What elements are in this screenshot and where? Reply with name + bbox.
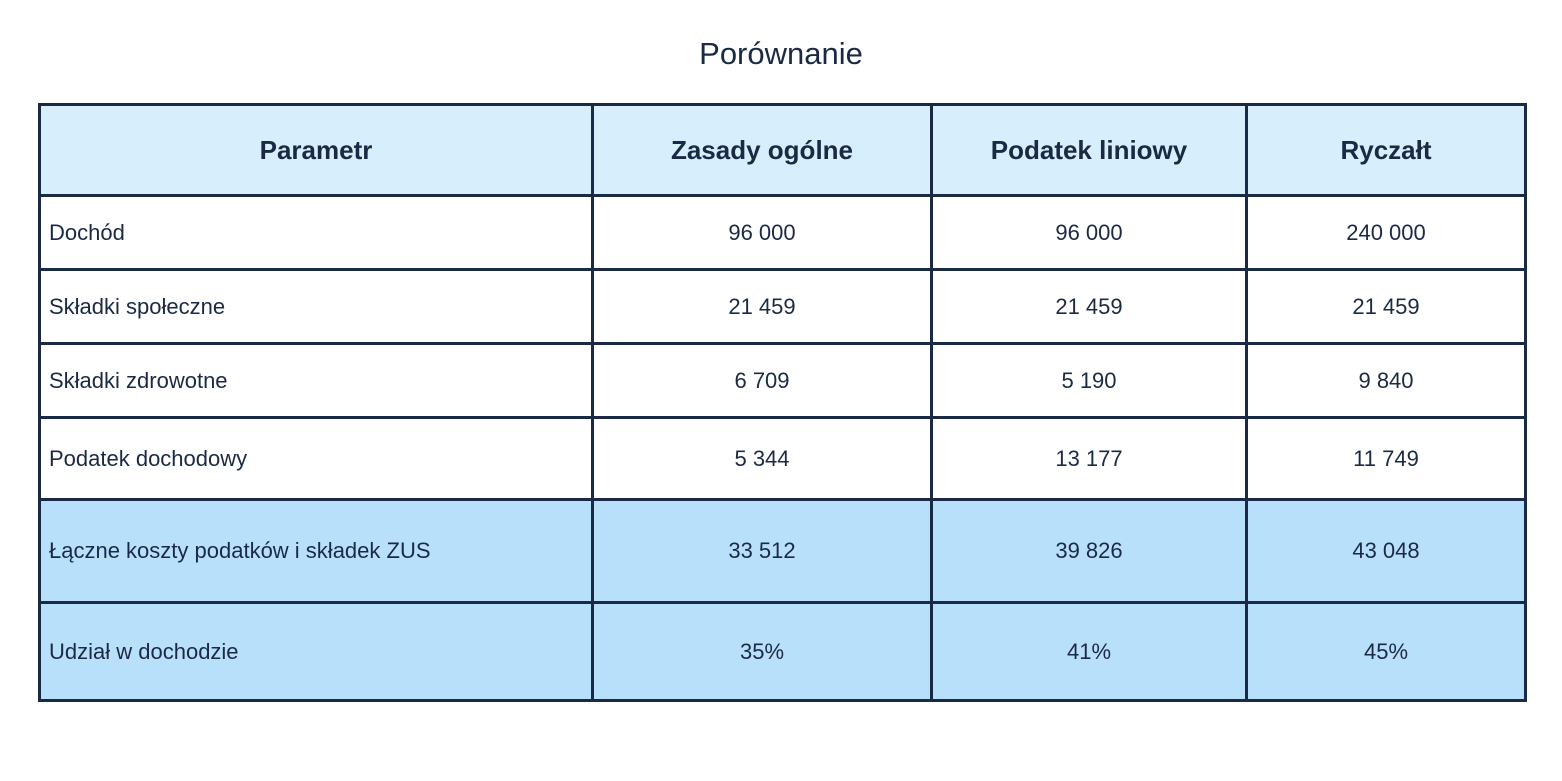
cell-value: 43 048 (1245, 498, 1527, 604)
cell-value: 21 459 (1245, 268, 1527, 345)
page-title: Porównanie (699, 36, 863, 71)
row-label: Dochód (38, 194, 594, 271)
row-label: Łączne koszty podatków i składek ZUS (38, 498, 594, 604)
table-row-income-share: Udział w dochodzie 35% 41% 45% (38, 601, 1527, 702)
table-row-total-costs: Łączne koszty podatków i składek ZUS 33 … (38, 498, 1527, 604)
cell-value: 41% (930, 601, 1248, 702)
cell-value: 35% (591, 601, 933, 702)
header-parametr: Parametr (38, 103, 594, 197)
cell-value: 45% (1245, 601, 1527, 702)
cell-value: 39 826 (930, 498, 1248, 604)
row-label: Udział w dochodzie (38, 601, 594, 702)
cell-value: 5 344 (591, 416, 933, 501)
row-label: Składki społeczne (38, 268, 594, 345)
cell-value: 240 000 (1245, 194, 1527, 271)
cell-value: 9 840 (1245, 342, 1527, 419)
header-podatek-liniowy: Podatek liniowy (930, 103, 1248, 197)
cell-value: 11 749 (1245, 416, 1527, 501)
cell-value: 6 709 (591, 342, 933, 419)
cell-value: 33 512 (591, 498, 933, 604)
cell-value: 96 000 (591, 194, 933, 271)
table-header-row: Parametr Zasady ogólne Podatek liniowy R… (38, 103, 1527, 197)
header-zasady-ogolne: Zasady ogólne (591, 103, 933, 197)
comparison-table: Parametr Zasady ogólne Podatek liniowy R… (38, 103, 1527, 702)
table-row: Podatek dochodowy 5 344 13 177 11 749 (38, 416, 1527, 501)
row-label: Składki zdrowotne (38, 342, 594, 419)
cell-value: 13 177 (930, 416, 1248, 501)
table-row: Składki społeczne 21 459 21 459 21 459 (38, 268, 1527, 345)
table-row: Składki zdrowotne 6 709 5 190 9 840 (38, 342, 1527, 419)
header-ryczalt: Ryczałt (1245, 103, 1527, 197)
cell-value: 21 459 (930, 268, 1248, 345)
cell-value: 96 000 (930, 194, 1248, 271)
cell-value: 5 190 (930, 342, 1248, 419)
table-row: Dochód 96 000 96 000 240 000 (38, 194, 1527, 271)
row-label: Podatek dochodowy (38, 416, 594, 501)
cell-value: 21 459 (591, 268, 933, 345)
